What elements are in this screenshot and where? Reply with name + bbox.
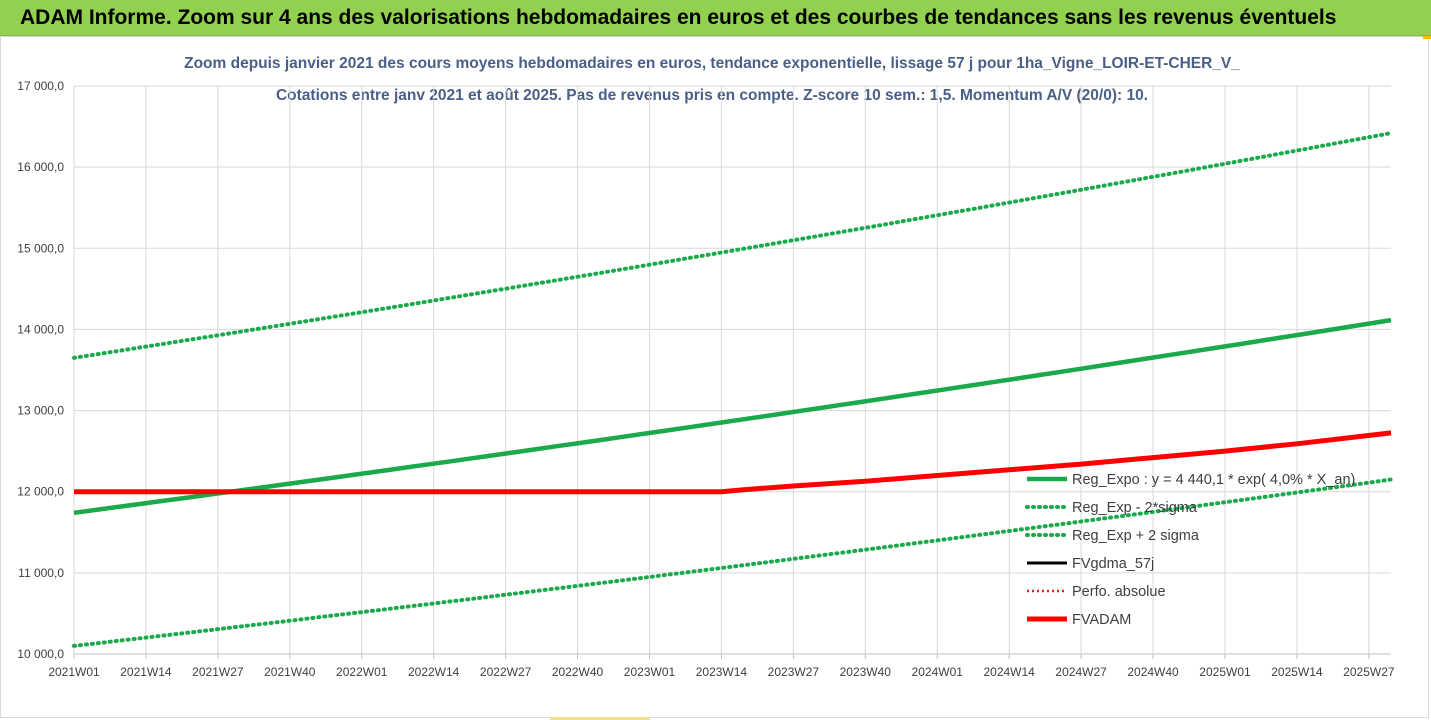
y-tick-label: 10 000,0	[17, 647, 64, 661]
x-tick-label: 2024W14	[983, 665, 1035, 679]
y-tick-label: 11 000,0	[18, 566, 64, 580]
x-axis: 2021W01 2021W14 2021W27 2021W40 2022W01 2022W…	[48, 654, 1395, 679]
legend-label: Reg_Exp - 2*sigma	[1072, 500, 1198, 516]
y-tick-label: 14 000,0	[17, 322, 64, 336]
x-tick-label: 2023W01	[624, 665, 676, 679]
x-tick-label: 2022W14	[408, 665, 460, 679]
x-tick-label: 2021W40	[264, 665, 316, 679]
x-tick-label: 2024W40	[1127, 665, 1179, 679]
report-banner: ADAM Informe. Zoom sur 4 ans des valoris…	[0, 0, 1431, 36]
x-tick-label: 2024W01	[912, 665, 964, 679]
y-tick-label: 17 000,0	[17, 79, 64, 93]
series-line-0	[73, 317, 1392, 516]
x-tick-label: 2022W27	[480, 665, 532, 679]
trend-chart: Zoom depuis janvier 2021 des cours moyen…	[17, 55, 1395, 679]
legend-label: Reg_Exp + 2 sigma	[1072, 528, 1200, 544]
series-line-1	[72, 477, 1393, 648]
chart-subtitle: Cotations entre janv 2021 et août 2025. …	[276, 87, 1148, 104]
series-line-5	[74, 430, 1392, 495]
chart-title: Zoom depuis janvier 2021 des cours moyen…	[184, 55, 1240, 72]
x-tick-label: 2025W14	[1271, 665, 1323, 679]
x-tick-label: 2023W40	[840, 665, 892, 679]
y-tick-label: 12 000,0	[17, 485, 64, 499]
x-tick-label: 2021W27	[192, 665, 244, 679]
banner-title: ADAM Informe. Zoom sur 4 ans des valoris…	[20, 5, 1337, 29]
x-tick-label: 2025W01	[1199, 665, 1251, 679]
y-axis: 10 000,0 11 000,0 12 000,0 13 000,0 14 000,0…	[17, 79, 64, 661]
chart-frame	[0, 36, 1429, 718]
corner-accent	[1423, 36, 1431, 39]
x-tick-label: 2023W14	[696, 665, 748, 679]
y-tick-label: 16 000,0	[17, 160, 64, 174]
y-tick-label: 13 000,0	[17, 404, 64, 418]
x-tick-label: 2022W40	[552, 665, 604, 679]
series-lines	[72, 131, 1393, 648]
x-tick-label: 2023W27	[768, 665, 820, 679]
legend: Reg_Expo : y = 4 440,1 * exp( 4,0% * X_a…	[1025, 472, 1355, 628]
legend-label: FVgdma_57j	[1072, 556, 1154, 572]
legend-label: FVADAM	[1072, 612, 1131, 628]
legend-label: Perfo. absolue	[1072, 584, 1166, 600]
x-tick-label: 2024W27	[1055, 665, 1107, 679]
legend-label: Reg_Expo : y = 4 440,1 * exp( 4,0% * X_a…	[1072, 472, 1355, 488]
x-tick-label: 2021W01	[48, 665, 100, 679]
x-tick-label: 2021W14	[120, 665, 172, 679]
bottom-accent	[550, 717, 650, 720]
x-tick-label: 2025W27	[1343, 665, 1395, 679]
x-tick-label: 2022W01	[336, 665, 388, 679]
series-line-2	[72, 131, 1393, 360]
y-tick-label: 15 000,0	[17, 241, 64, 255]
